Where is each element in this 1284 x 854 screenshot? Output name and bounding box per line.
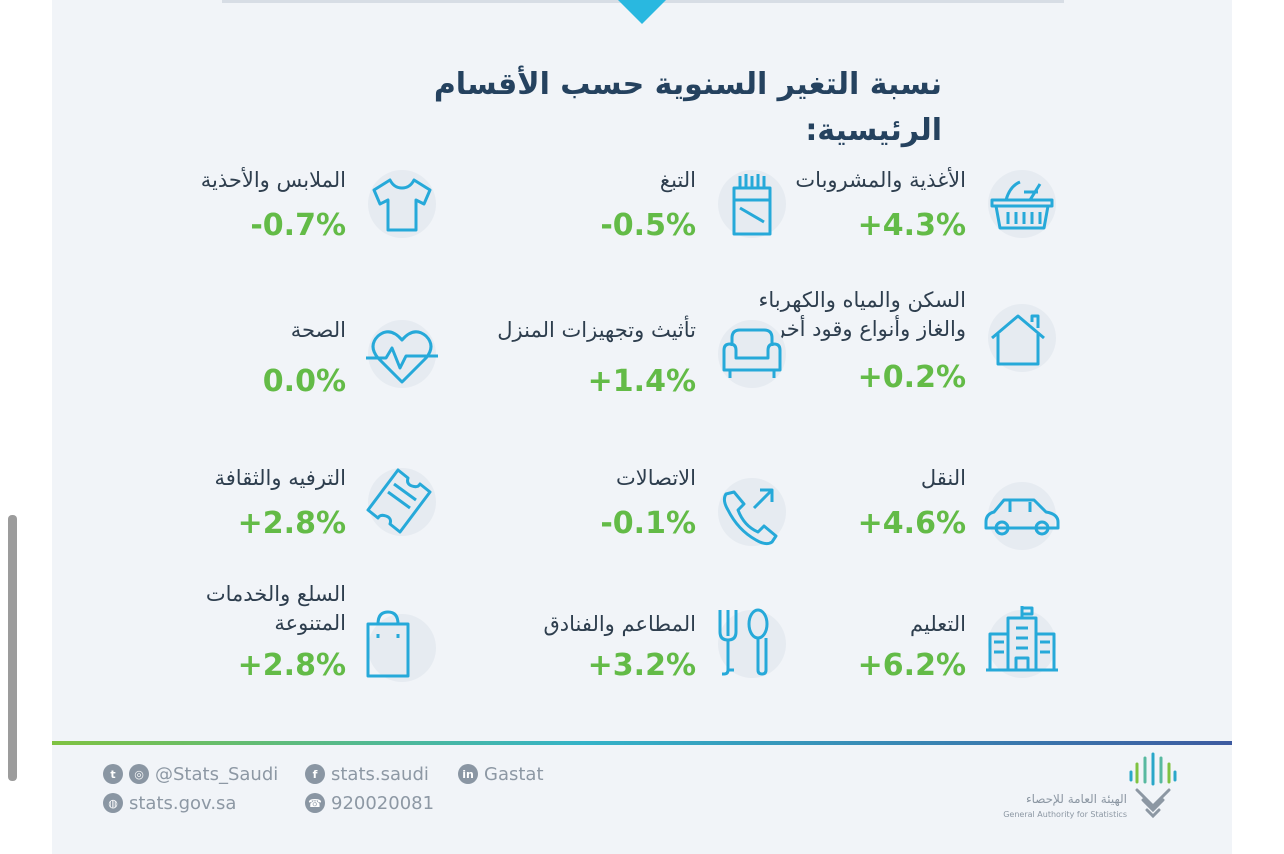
category-value: +0.2% xyxy=(857,360,966,395)
school-icon xyxy=(984,606,1060,682)
facebook-icon: f xyxy=(305,764,325,784)
category-value: +6.2% xyxy=(857,648,966,683)
footer-social-twitter-instagram[interactable]: t ◎ @Stats_Saudi xyxy=(103,760,278,788)
phone-number: 920020081 xyxy=(331,792,435,814)
footer-website[interactable]: ◍ stats.gov.sa xyxy=(103,789,236,817)
shopping-bag-icon xyxy=(364,610,440,686)
footer-phone[interactable]: ☎ 920020081 xyxy=(305,789,434,817)
cigarette-pack-icon xyxy=(714,166,790,242)
category-value: -0.7% xyxy=(250,208,346,243)
category-value: +2.8% xyxy=(237,506,346,541)
category-health: الصحة 0.0% xyxy=(120,316,440,436)
armchair-icon xyxy=(714,316,790,392)
infographic-title: نسبة التغير السنوية حسب الأقسام الرئيسية… xyxy=(433,67,942,148)
phone-icon: ☎ xyxy=(305,793,325,813)
heart-pulse-icon xyxy=(364,316,440,392)
category-misc-goods: السلع والخدمات المتنوعة +2.8% xyxy=(120,580,440,700)
category-label: التعليم xyxy=(910,612,966,636)
category-communications: الاتصالات -0.1% xyxy=(470,464,790,584)
category-value: +4.3% xyxy=(857,208,966,243)
infographic-card xyxy=(52,0,1232,854)
phone-icon xyxy=(714,474,790,550)
category-label: الاتصالات xyxy=(615,466,696,490)
globe-icon: ◍ xyxy=(103,793,123,813)
twitter-handle: @Stats_Saudi xyxy=(155,763,279,785)
linkedin-icon: in xyxy=(458,764,478,784)
category-recreation: الترفيه والثقافة +2.8% xyxy=(120,464,440,584)
ticket-icon xyxy=(364,464,440,540)
category-label: الترفيه والثقافة xyxy=(214,466,347,490)
category-value: +4.6% xyxy=(857,506,966,541)
website-url: stats.gov.sa xyxy=(129,792,237,814)
category-value: +2.8% xyxy=(237,648,346,683)
fork-spoon-icon xyxy=(714,606,790,682)
scrollbar[interactable] xyxy=(8,515,17,781)
facebook-handle: stats.saudi xyxy=(331,763,429,785)
category-transport: النقل +4.6% xyxy=(740,464,1060,584)
category-value: -0.5% xyxy=(600,208,696,243)
linkedin-handle: Gastat xyxy=(484,763,544,785)
basket-icon xyxy=(984,166,1060,242)
category-value: +1.4% xyxy=(587,364,696,399)
category-label: التبغ xyxy=(659,168,696,192)
category-clothing: الملابس والأحذية -0.7% xyxy=(120,166,440,286)
gastat-emblem-icon xyxy=(1129,752,1177,819)
category-food: الأغذية والمشروبات +4.3% xyxy=(740,166,1060,286)
category-value: -0.1% xyxy=(600,506,696,541)
category-label: السلع والخدمات المتنوعة xyxy=(205,582,346,635)
category-value: +3.2% xyxy=(587,648,696,683)
instagram-icon: ◎ xyxy=(129,764,149,784)
house-icon xyxy=(984,300,1060,376)
category-restaurants: المطاعم والفنادق +3.2% xyxy=(470,606,790,726)
category-label: الملابس والأحذية xyxy=(200,168,346,192)
arrow-down-icon xyxy=(618,0,666,24)
footer-social-linkedin[interactable]: in Gastat xyxy=(458,760,544,788)
logo-arabic-text: الهيئة العامة للإحصاء xyxy=(1025,792,1127,806)
footer-divider xyxy=(52,741,1232,745)
twitter-icon: t xyxy=(103,764,123,784)
category-education: التعليم +6.2% xyxy=(740,606,1060,726)
tshirt-icon xyxy=(364,166,440,242)
footer-social-facebook[interactable]: f stats.saudi xyxy=(305,760,429,788)
category-label: تأثيث وتجهيزات المنزل xyxy=(497,318,696,342)
category-label: الأغذية والمشروبات xyxy=(795,168,966,192)
logo-english-text: General Authority for Statistics xyxy=(1003,810,1127,819)
category-tobacco: التبغ -0.5% xyxy=(470,166,790,286)
gastat-logo: الهيئة العامة للإحصاء General Authority … xyxy=(965,752,1185,824)
category-label: المطاعم والفنادق xyxy=(543,612,696,636)
category-value: 0.0% xyxy=(262,364,346,399)
category-furnishing: تأثيث وتجهيزات المنزل +1.4% xyxy=(470,316,790,436)
category-label: الصحة xyxy=(290,318,346,342)
category-label: النقل xyxy=(920,466,966,490)
car-icon xyxy=(984,478,1060,554)
